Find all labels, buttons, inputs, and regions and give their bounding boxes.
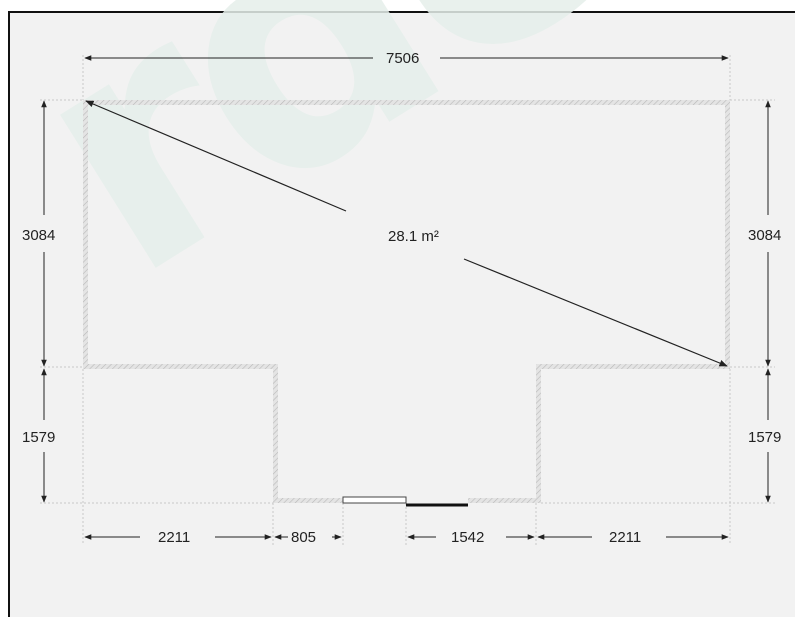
dim-lower-height-left: 1579 [22, 429, 55, 446]
dim-bottom-opening: 805 [291, 529, 316, 546]
wall-right-step [536, 364, 730, 369]
walls [83, 100, 730, 503]
dim-bottom-door: 1542 [451, 529, 484, 546]
dim-upper-height-right: 3084 [748, 227, 781, 244]
wall-right-upper [725, 100, 730, 368]
wall-left-step [83, 364, 278, 369]
dim-bottom-right: 2211 [609, 529, 641, 546]
extension-lines [40, 55, 775, 545]
wall-right-recess [536, 364, 541, 503]
wall-top [83, 100, 730, 105]
dim-bottom-left: 2211 [158, 529, 190, 546]
window-opening [342, 496, 407, 504]
dim-lower-height-right: 1579 [748, 429, 781, 446]
area-label: 28.1 m² [388, 228, 439, 245]
dim-upper-height-left: 3084 [22, 227, 55, 244]
wall-bottom-left [273, 498, 343, 503]
wall-left-recess [273, 364, 278, 503]
wall-left-upper [83, 100, 88, 368]
area-diagonal [85, 100, 728, 367]
wall-bottom-right [468, 498, 541, 503]
dim-total-width: 7506 [386, 50, 419, 67]
